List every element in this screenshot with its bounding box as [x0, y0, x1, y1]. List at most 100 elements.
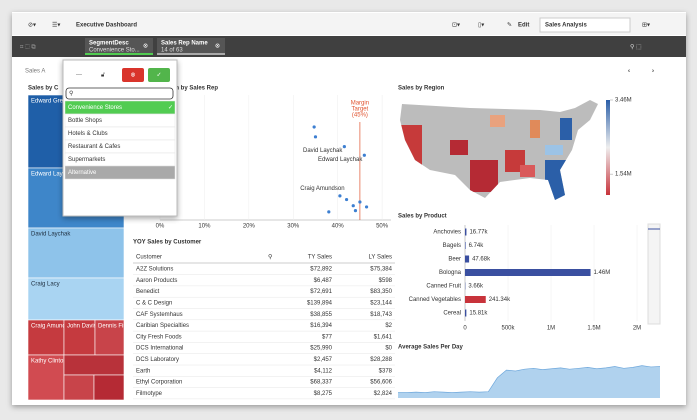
list-item-label[interactable]: Supermarkets [68, 157, 105, 163]
treemap-label: Edward Lay [31, 172, 63, 178]
confirm-icon[interactable]: ✓ [156, 73, 161, 79]
clear-selection[interactable]: ⊗ [143, 44, 148, 50]
treemap-label: John Davis [67, 324, 97, 330]
treemap-cell[interactable] [27, 277, 125, 321]
treemap-label: Craig Amundson [31, 324, 75, 330]
table-cell: $0 [385, 346, 392, 352]
list-item-label[interactable]: Alternative [68, 170, 97, 176]
table-cell: DCS Laboratory [136, 357, 179, 363]
clear-selection[interactable]: ⊗ [215, 44, 220, 50]
more-button[interactable]: ⋯ [76, 73, 82, 79]
bookmark-icon[interactable]: ▯▾ [478, 23, 484, 29]
cancel-icon[interactable]: ⊗ [130, 73, 135, 79]
select-icons[interactable]: ⌗ ⬚ ⧉ [20, 44, 36, 51]
scatter-point[interactable] [364, 205, 369, 209]
list-item[interactable] [64, 165, 176, 180]
list-item-label[interactable]: Hotels & Clubs [68, 131, 108, 137]
bar[interactable] [465, 269, 591, 276]
treemap-cell[interactable] [63, 374, 95, 401]
treemap-cell[interactable] [94, 319, 125, 356]
sheet-menu[interactable] [539, 17, 631, 33]
treemap-label: Dennis Fisher [98, 324, 135, 330]
list-item-label[interactable]: Convenience Stores [68, 105, 122, 111]
table-cell: $2 [385, 323, 392, 329]
treemap-cell[interactable] [27, 227, 125, 279]
value-label: 3.66k [468, 284, 484, 290]
bar[interactable] [465, 296, 486, 303]
scatter-point[interactable] [358, 200, 362, 204]
table-cell: $4,112 [314, 368, 333, 374]
scatter-point[interactable] [344, 197, 349, 202]
treemap-cell[interactable] [27, 354, 65, 401]
selection-chip[interactable] [157, 38, 225, 55]
table-cell: A2Z Solutions [136, 267, 173, 273]
list-item-label[interactable]: Restaurant & Cafes [68, 144, 120, 150]
nav-icon[interactable]: ⊘▾ [28, 23, 36, 29]
column-search[interactable]: ⚲ [268, 254, 272, 261]
sheet-menu-label[interactable]: Sales Analysis [545, 23, 587, 29]
edit-icon[interactable]: ✎ [507, 22, 512, 29]
confirm-button[interactable] [148, 68, 170, 82]
treemap-label: Craig Lacy [31, 282, 60, 288]
value-label: 6.74k [469, 243, 485, 249]
story-icon[interactable]: ⊡▾ [452, 23, 460, 29]
treemap-cell[interactable] [63, 354, 125, 376]
column-header[interactable]: Customer [136, 255, 162, 261]
x-tick-label: 2M [633, 326, 641, 332]
search-icon[interactable]: ⚲ ⬚ [630, 44, 642, 51]
area-line [398, 365, 661, 393]
bar[interactable] [465, 228, 467, 236]
scatter-point[interactable] [327, 210, 331, 214]
menu-icon[interactable]: ☰▾ [52, 22, 60, 29]
sheet-title: Sales A [25, 69, 45, 75]
grid-icon[interactable]: ⊞▾ [642, 23, 650, 29]
table-cell: Benedict [136, 289, 160, 295]
value-label: 241.34k [489, 297, 511, 303]
scatter-point[interactable] [312, 125, 316, 129]
table-cell: $56,606 [370, 380, 392, 386]
scatter-point[interactable] [362, 153, 366, 157]
x-tick-label: 40% [332, 224, 345, 230]
category-label: Bologna [439, 270, 462, 276]
cancel-button[interactable] [122, 68, 144, 82]
edit-button[interactable]: Edit [518, 23, 529, 29]
selection-chip[interactable] [85, 38, 153, 55]
point-label: Edward Laychak [318, 157, 363, 163]
table-cell: $68,337 [310, 380, 332, 386]
selection-state [157, 53, 225, 55]
area [398, 365, 660, 398]
column-header[interactable]: TY Sales [308, 255, 332, 261]
table-cell: $8,275 [314, 391, 333, 397]
bar[interactable] [465, 255, 470, 263]
table-cell: $23,144 [370, 300, 392, 306]
treemap-cell[interactable] [63, 319, 96, 356]
treemap-cell[interactable] [93, 374, 125, 401]
table-cell: $16,394 [310, 323, 332, 329]
list-item-label[interactable]: Bottle Shops [68, 118, 102, 124]
table-cell: $28,288 [370, 357, 392, 363]
table-cell: $1,641 [374, 334, 393, 340]
lock-button[interactable]: 🔓︎ [101, 73, 105, 79]
scatter-point[interactable] [338, 194, 342, 198]
next-sheet[interactable]: › [652, 69, 654, 75]
legend-label: 1.54M [615, 172, 632, 178]
table-title: YOY Sales by Customer [133, 240, 202, 246]
value-label: 15.81k [469, 311, 488, 317]
table-cell: Aaron Products [136, 278, 177, 284]
table-cell: Filmotype [136, 391, 163, 397]
x-tick-label: 0 [463, 326, 467, 332]
column-header[interactable]: LY Sales [369, 255, 392, 261]
bar[interactable] [465, 242, 466, 249]
prev-sheet[interactable]: ‹ [628, 69, 630, 75]
scatter-point[interactable] [351, 204, 355, 208]
treemap-cell[interactable] [27, 319, 65, 356]
treemap-label: Edward Gre [31, 99, 64, 105]
bar[interactable] [465, 309, 467, 317]
search-box[interactable] [65, 87, 174, 100]
search-icon[interactable]: ⚲ [69, 90, 73, 97]
selection-state [85, 53, 153, 55]
scatter-point[interactable] [342, 145, 346, 149]
mini-scroll[interactable] [647, 223, 661, 325]
scatter-point[interactable] [313, 135, 318, 139]
scatter-point[interactable] [353, 209, 358, 213]
